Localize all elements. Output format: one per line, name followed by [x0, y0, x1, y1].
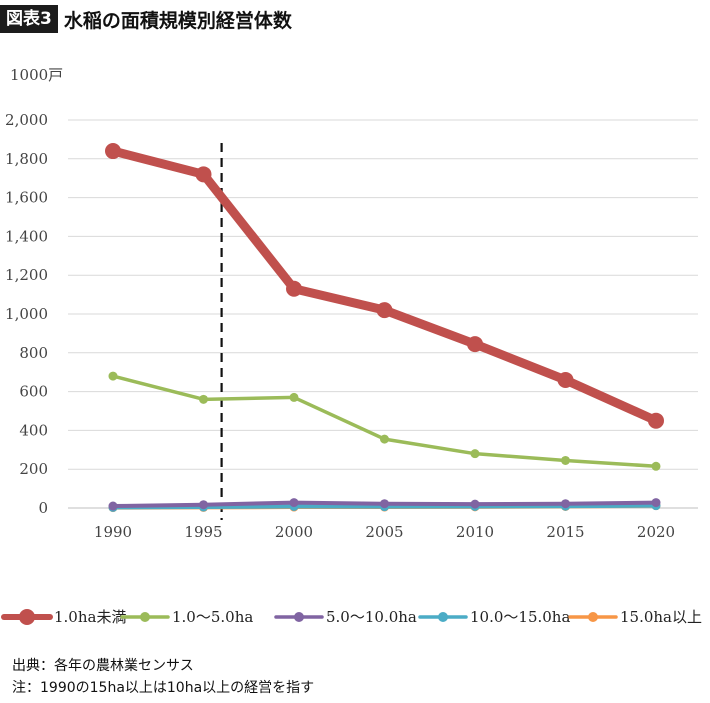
legend: 1.0ha未満 1.0～5.0ha 5.0～10.0ha 10.0～15.0ha 15.…: [1, 608, 702, 626]
source-note: 出典：各年の農林業センサス: [12, 658, 194, 674]
data-point: [467, 336, 483, 353]
data-point: [470, 499, 480, 509]
x-tick-label: 2015: [546, 523, 584, 541]
legend-label: 1.0～5.0ha: [172, 608, 253, 626]
x-axis-ticks: 1990 1995 2000 2005 2010 2015 2020: [94, 523, 675, 541]
data-point: [289, 392, 299, 402]
legend-label: 15.0ha以上: [620, 608, 702, 626]
data-point: [199, 394, 208, 404]
series-1: [108, 371, 661, 471]
data-point: [470, 449, 480, 459]
legend-label: 10.0～15.0ha: [470, 608, 570, 626]
x-tick-label: 2020: [637, 523, 675, 541]
data-point: [286, 280, 302, 297]
y-tick-label: 2,000: [5, 111, 48, 129]
header: 図表3 水稲の面積規模別経営体数: [0, 4, 292, 34]
data-point: [651, 461, 661, 471]
data-point: [105, 143, 121, 160]
series-line: [108, 146, 661, 426]
data-point: [376, 302, 393, 319]
series-0: [105, 143, 664, 429]
data-point: [651, 498, 661, 508]
legend-item: 15.0ha以上: [568, 608, 702, 626]
y-tick-label: 400: [19, 421, 48, 439]
data-point: [195, 166, 212, 183]
x-tick-label: 2005: [365, 523, 403, 541]
data-point: [648, 412, 664, 429]
legend-label: 1.0ha未満: [54, 608, 126, 626]
data-point: [557, 371, 574, 388]
data-point: [380, 434, 389, 444]
series-line: [111, 374, 658, 469]
y-tick-label: 1,000: [5, 305, 48, 323]
y-tick-label: 800: [19, 344, 48, 362]
data-point: [380, 499, 389, 509]
y-tick-label: 600: [19, 383, 48, 401]
data-point: [108, 501, 118, 511]
series-lines: [105, 143, 664, 513]
y-tick-label: 1,800: [5, 150, 48, 168]
y-tick-label: 0: [38, 499, 48, 517]
legend-swatch-marker: [294, 612, 304, 622]
data-point: [561, 455, 570, 465]
legend-swatch-marker: [19, 609, 35, 625]
x-tick-label: 1990: [94, 523, 132, 541]
line-chart: 0 200 400 600 800 1,000 1,200 1,400 1,600 1,800 2,…: [1, 66, 702, 626]
x-tick-label: 2000: [275, 523, 313, 541]
legend-item: 10.0～15.0ha: [418, 608, 570, 626]
data-point: [289, 498, 299, 508]
series-2: [108, 498, 661, 511]
legend-item: 5.0～10.0ha: [274, 608, 417, 626]
legend-swatch-marker: [438, 612, 448, 622]
figure-badge: 図表3: [0, 5, 58, 33]
y-axis-unit-label: 1000戸: [10, 66, 63, 84]
legend-item: 1.0ha未満: [1, 608, 126, 626]
y-tick-label: 1,400: [5, 227, 48, 245]
legend-swatch-marker: [588, 612, 598, 622]
footnote: 注：1990の15ha以上は10ha以上の経営を指す: [12, 680, 315, 696]
footer: 出典：各年の農林業センサス 注：1990の15ha以上は10ha以上の経営を指す: [12, 655, 314, 699]
x-tick-label: 2010: [456, 523, 494, 541]
data-point: [199, 500, 208, 510]
chart-title: 水稲の面積規模別経営体数: [63, 9, 292, 32]
data-point: [108, 371, 118, 381]
y-tick-label: 1,200: [5, 266, 48, 284]
legend-item: 1.0～5.0ha: [120, 608, 253, 626]
legend-label: 5.0～10.0ha: [326, 608, 417, 626]
x-tick-label: 1995: [184, 523, 222, 541]
y-axis-ticks: 0 200 400 600 800 1,000 1,200 1,400 1,600 1,800 2,…: [5, 111, 48, 517]
legend-swatch-marker: [140, 612, 150, 622]
y-tick-label: 200: [19, 460, 48, 478]
y-tick-label: 1,600: [5, 189, 48, 207]
data-point: [561, 499, 570, 509]
